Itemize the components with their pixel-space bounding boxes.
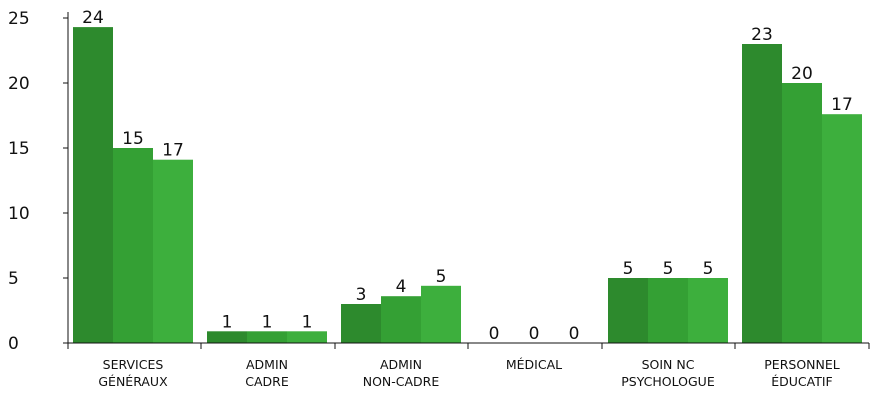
bar-s0-c0 [73, 27, 113, 343]
category-label-2: NON-CADRE [363, 374, 440, 389]
data-label-s0-c2: 3 [356, 285, 367, 305]
bar-s2-c0 [153, 159, 193, 343]
data-label-s0-c1: 1 [222, 312, 233, 332]
y-tick-label: 15 [8, 139, 30, 159]
data-label-s2-c4: 5 [703, 259, 714, 279]
data-label-s2-c3: 0 [569, 324, 580, 344]
bar-s2-c4 [688, 278, 728, 343]
category-label-0: SERVICES [103, 357, 164, 372]
data-label-s2-c2: 5 [436, 267, 447, 287]
data-label-s0-c0: 24 [82, 8, 104, 28]
y-axis: 0 5 10 15 20 25 [8, 9, 69, 354]
data-label-s1-c0: 15 [122, 129, 144, 149]
data-label-s0-c3: 0 [489, 324, 500, 344]
bar-s0-c5 [742, 44, 782, 343]
data-label-s0-c5: 23 [751, 25, 773, 45]
data-label-s1-c2: 4 [396, 277, 407, 297]
data-label-s1-c5: 20 [791, 64, 813, 84]
category-label-5: PERSONNEL [764, 357, 839, 372]
bar-s0-c2 [341, 304, 381, 343]
data-label-s1-c3: 0 [529, 324, 540, 344]
data-label-s2-c5: 17 [831, 95, 853, 115]
bar-s2-c2 [421, 285, 461, 343]
bars-layer [73, 27, 862, 343]
y-tick-label: 25 [8, 9, 30, 29]
category-label-4: PSYCHOLOGUE [621, 374, 715, 389]
data-label-s2-c0: 17 [162, 141, 184, 161]
bar-s1-c5 [782, 83, 822, 343]
category-label-5: ÉDUCATIF [771, 374, 833, 389]
bar-s1-c2 [381, 296, 421, 343]
y-tick-label: 0 [8, 334, 19, 354]
bar-s2-c1 [287, 331, 327, 343]
bar-s1-c1 [247, 331, 287, 343]
data-label-s2-c1: 1 [302, 312, 313, 332]
category-label-3: MÉDICAL [506, 357, 562, 372]
bar-s0-c1 [207, 331, 247, 343]
bar-s2-c5 [822, 114, 862, 343]
y-tick-label: 5 [8, 269, 19, 289]
data-label-s1-c1: 1 [262, 312, 273, 332]
category-label-0: GÉNÉRAUX [98, 374, 168, 389]
y-tick-label: 20 [8, 74, 30, 94]
category-label-1: CADRE [245, 374, 289, 389]
category-label-2: ADMIN [380, 357, 422, 372]
data-label-s0-c4: 5 [623, 259, 634, 279]
category-label-1: ADMIN [246, 357, 288, 372]
category-label-4: SOIN NC [642, 357, 695, 372]
x-axis: SERVICES GÉNÉRAUX ADMIN CADRE ADMIN NON-CADRE… [67, 342, 870, 389]
y-tick-label: 10 [8, 204, 30, 224]
bar-s0-c4 [608, 278, 648, 343]
bar-s1-c0 [113, 148, 153, 343]
bar-s1-c4 [648, 278, 688, 343]
data-label-s1-c4: 5 [663, 259, 674, 279]
